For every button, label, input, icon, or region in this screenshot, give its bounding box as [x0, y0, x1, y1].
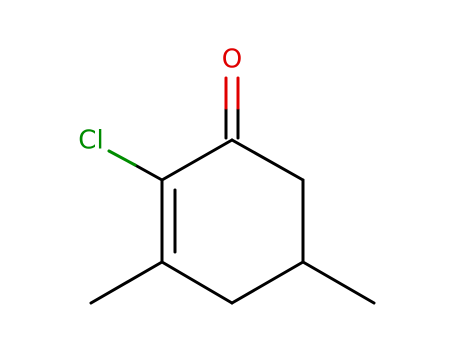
bond-methyl [89, 260, 164, 305]
bond-chloro [133, 163, 164, 182]
atom-label: Cl [78, 126, 103, 156]
bond [230, 138, 305, 182]
bond-methyl [301, 260, 376, 305]
bond [230, 260, 305, 305]
bond [160, 260, 234, 305]
bond [160, 138, 234, 182]
atom-label: O [222, 45, 242, 75]
bond-chloro [107, 149, 137, 167]
